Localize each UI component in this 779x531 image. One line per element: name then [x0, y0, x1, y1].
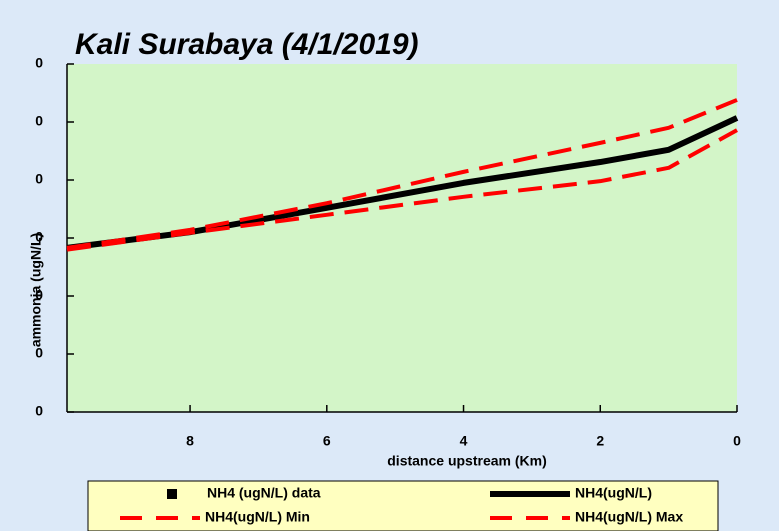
x-tick-label: 2	[596, 433, 604, 449]
y-tick-label: 0	[35, 171, 43, 187]
chart-title: Kali Surabaya (4/1/2019)	[75, 28, 419, 61]
legend-label: NH4(ugN/L)	[575, 485, 652, 501]
y-tick-label: 0	[35, 345, 43, 361]
x-axis-label: distance upstream (Km)	[387, 453, 546, 469]
x-tick-label: 6	[323, 433, 331, 449]
x-tick-label: 0	[733, 433, 741, 449]
x-tick-label: 4	[460, 433, 468, 449]
series-line	[66, 98, 738, 250]
legend	[87, 480, 719, 531]
x-tick-label: 8	[186, 433, 194, 449]
y-tick-label: 0	[35, 287, 43, 303]
plot-area	[67, 64, 737, 412]
y-tick-label: 0	[35, 229, 43, 245]
y-tick-label: 0	[35, 113, 43, 129]
legend-label: NH4 (ugN/L) data	[207, 485, 321, 501]
y-tick-label: 0	[35, 55, 43, 71]
y-axis-label: ammonia (ugN/L)	[28, 233, 44, 347]
legend-marker	[167, 489, 177, 499]
legend-label: NH4(ugN/L) Min	[205, 509, 310, 525]
y-tick-label: 0	[35, 403, 43, 419]
legend-label: NH4(ugN/L) Max	[575, 509, 683, 525]
series-line	[66, 128, 738, 252]
